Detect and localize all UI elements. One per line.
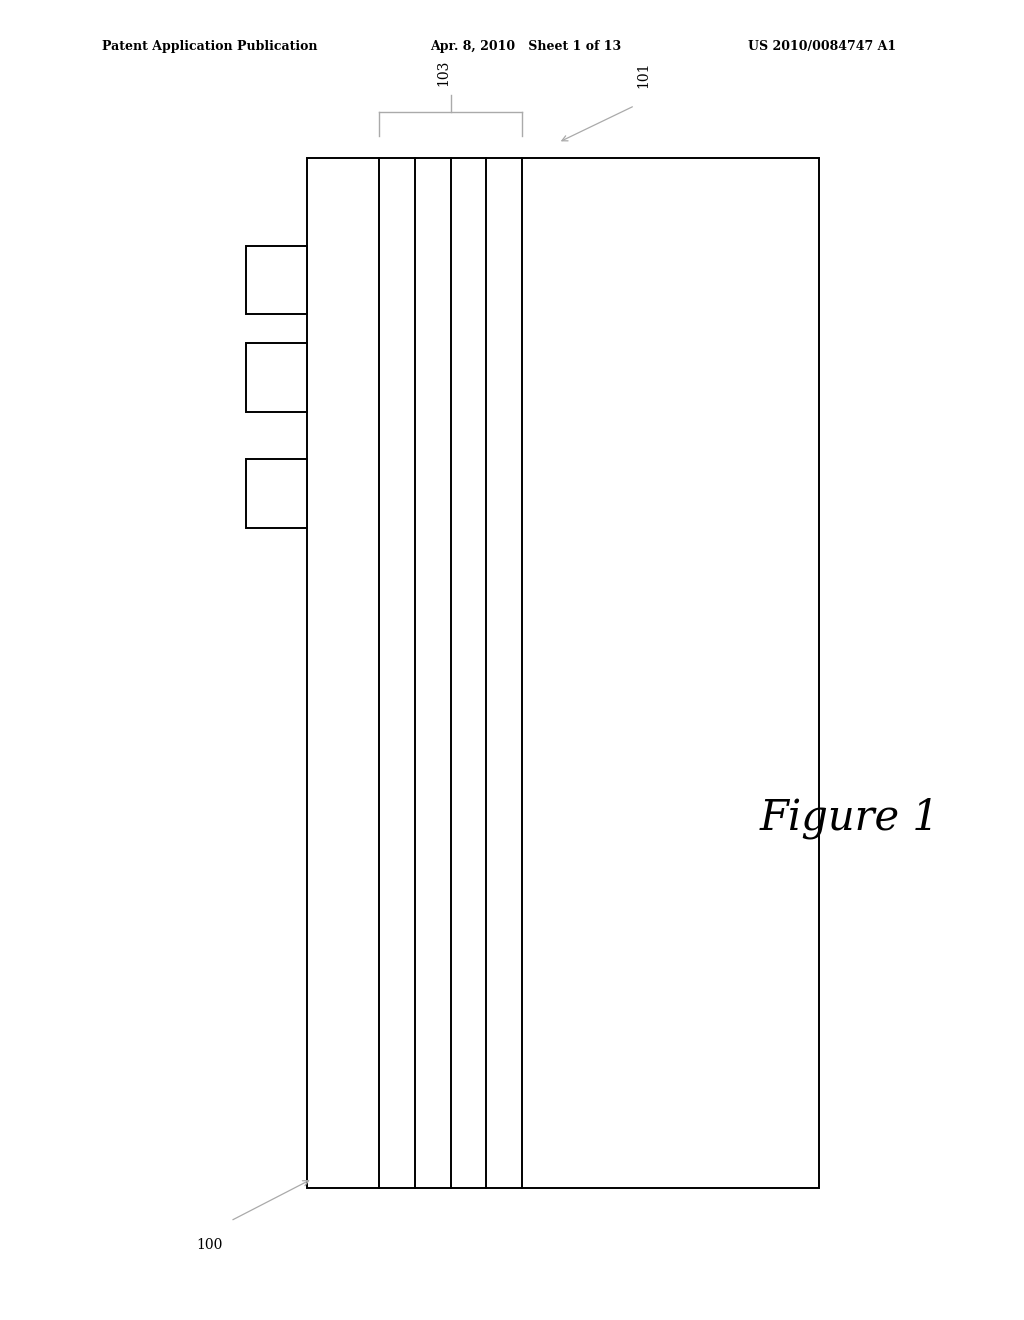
Text: 103: 103	[436, 59, 451, 86]
Bar	[246, 343, 307, 412]
Text: Patent Application Publication: Patent Application Publication	[102, 40, 317, 53]
Bar	[307, 158, 819, 1188]
Text: 105: 105	[254, 482, 268, 508]
Bar	[246, 459, 307, 528]
Text: 107: 107	[247, 383, 261, 409]
Bar	[246, 246, 307, 314]
Text: Apr. 8, 2010   Sheet 1 of 13: Apr. 8, 2010 Sheet 1 of 13	[430, 40, 622, 53]
Text: 101: 101	[636, 62, 650, 88]
Text: 100: 100	[197, 1238, 223, 1253]
Text: Figure 1: Figure 1	[760, 797, 940, 840]
Text: US 2010/0084747 A1: US 2010/0084747 A1	[748, 40, 896, 53]
